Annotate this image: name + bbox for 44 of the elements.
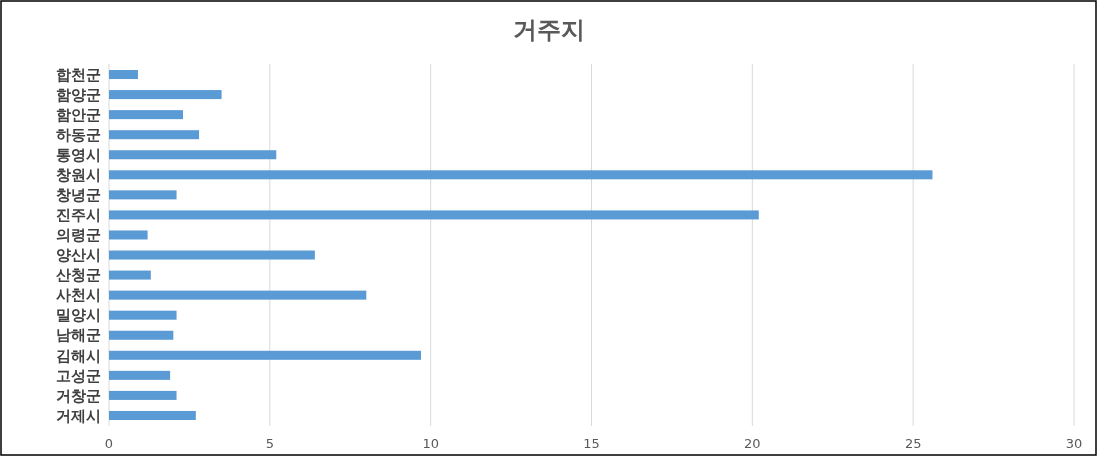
y-tick-label: 산청군 xyxy=(56,266,101,285)
y-tick-label: 밀양시 xyxy=(56,306,101,325)
bar xyxy=(109,110,183,120)
y-tick-label: 사천시 xyxy=(56,286,101,305)
bar xyxy=(109,190,177,200)
x-tick-label: 25 xyxy=(904,436,922,451)
bar xyxy=(109,70,138,80)
y-tick-label: 통영시 xyxy=(56,146,101,164)
y-tick-label: 합천군 xyxy=(56,65,101,84)
bar xyxy=(109,150,277,160)
bar xyxy=(109,230,148,240)
y-tick-label: 거창군 xyxy=(56,386,101,405)
y-tick-label: 창원시 xyxy=(56,166,101,185)
y-tick-label: 양산시 xyxy=(56,246,101,265)
x-tick-label: 5 xyxy=(265,436,274,451)
bar xyxy=(109,350,422,360)
bar xyxy=(109,270,151,280)
y-tick-label: 김해시 xyxy=(56,346,101,365)
bar xyxy=(109,170,933,180)
y-tick-label: 창녕군 xyxy=(56,186,101,205)
bar xyxy=(109,290,367,300)
x-tick-label: 30 xyxy=(1065,436,1083,451)
chart-title: 거주지 xyxy=(512,16,585,44)
bar xyxy=(109,330,174,340)
bar xyxy=(109,210,759,220)
y-tick-label: 진주시 xyxy=(56,206,101,225)
bar xyxy=(109,90,222,100)
y-tick-label: 함양군 xyxy=(56,85,101,104)
y-tick-label: 함안군 xyxy=(56,105,101,124)
bar xyxy=(109,390,177,400)
bar xyxy=(109,370,171,380)
y-tick-label: 거제시 xyxy=(56,406,101,425)
bar xyxy=(109,250,315,260)
bar xyxy=(109,130,200,140)
y-tick-label: 의령군 xyxy=(56,226,101,245)
x-tick-label: 15 xyxy=(583,436,600,451)
bar xyxy=(109,310,177,320)
x-tick-label: 0 xyxy=(104,436,114,451)
y-tick-label: 남해군 xyxy=(56,326,101,345)
x-tick-label: 20 xyxy=(744,436,761,451)
y-tick-label: 하동군 xyxy=(56,125,101,144)
bar xyxy=(109,410,196,420)
x-tick-label: 10 xyxy=(422,436,439,451)
y-tick-label: 고성군 xyxy=(56,366,101,385)
